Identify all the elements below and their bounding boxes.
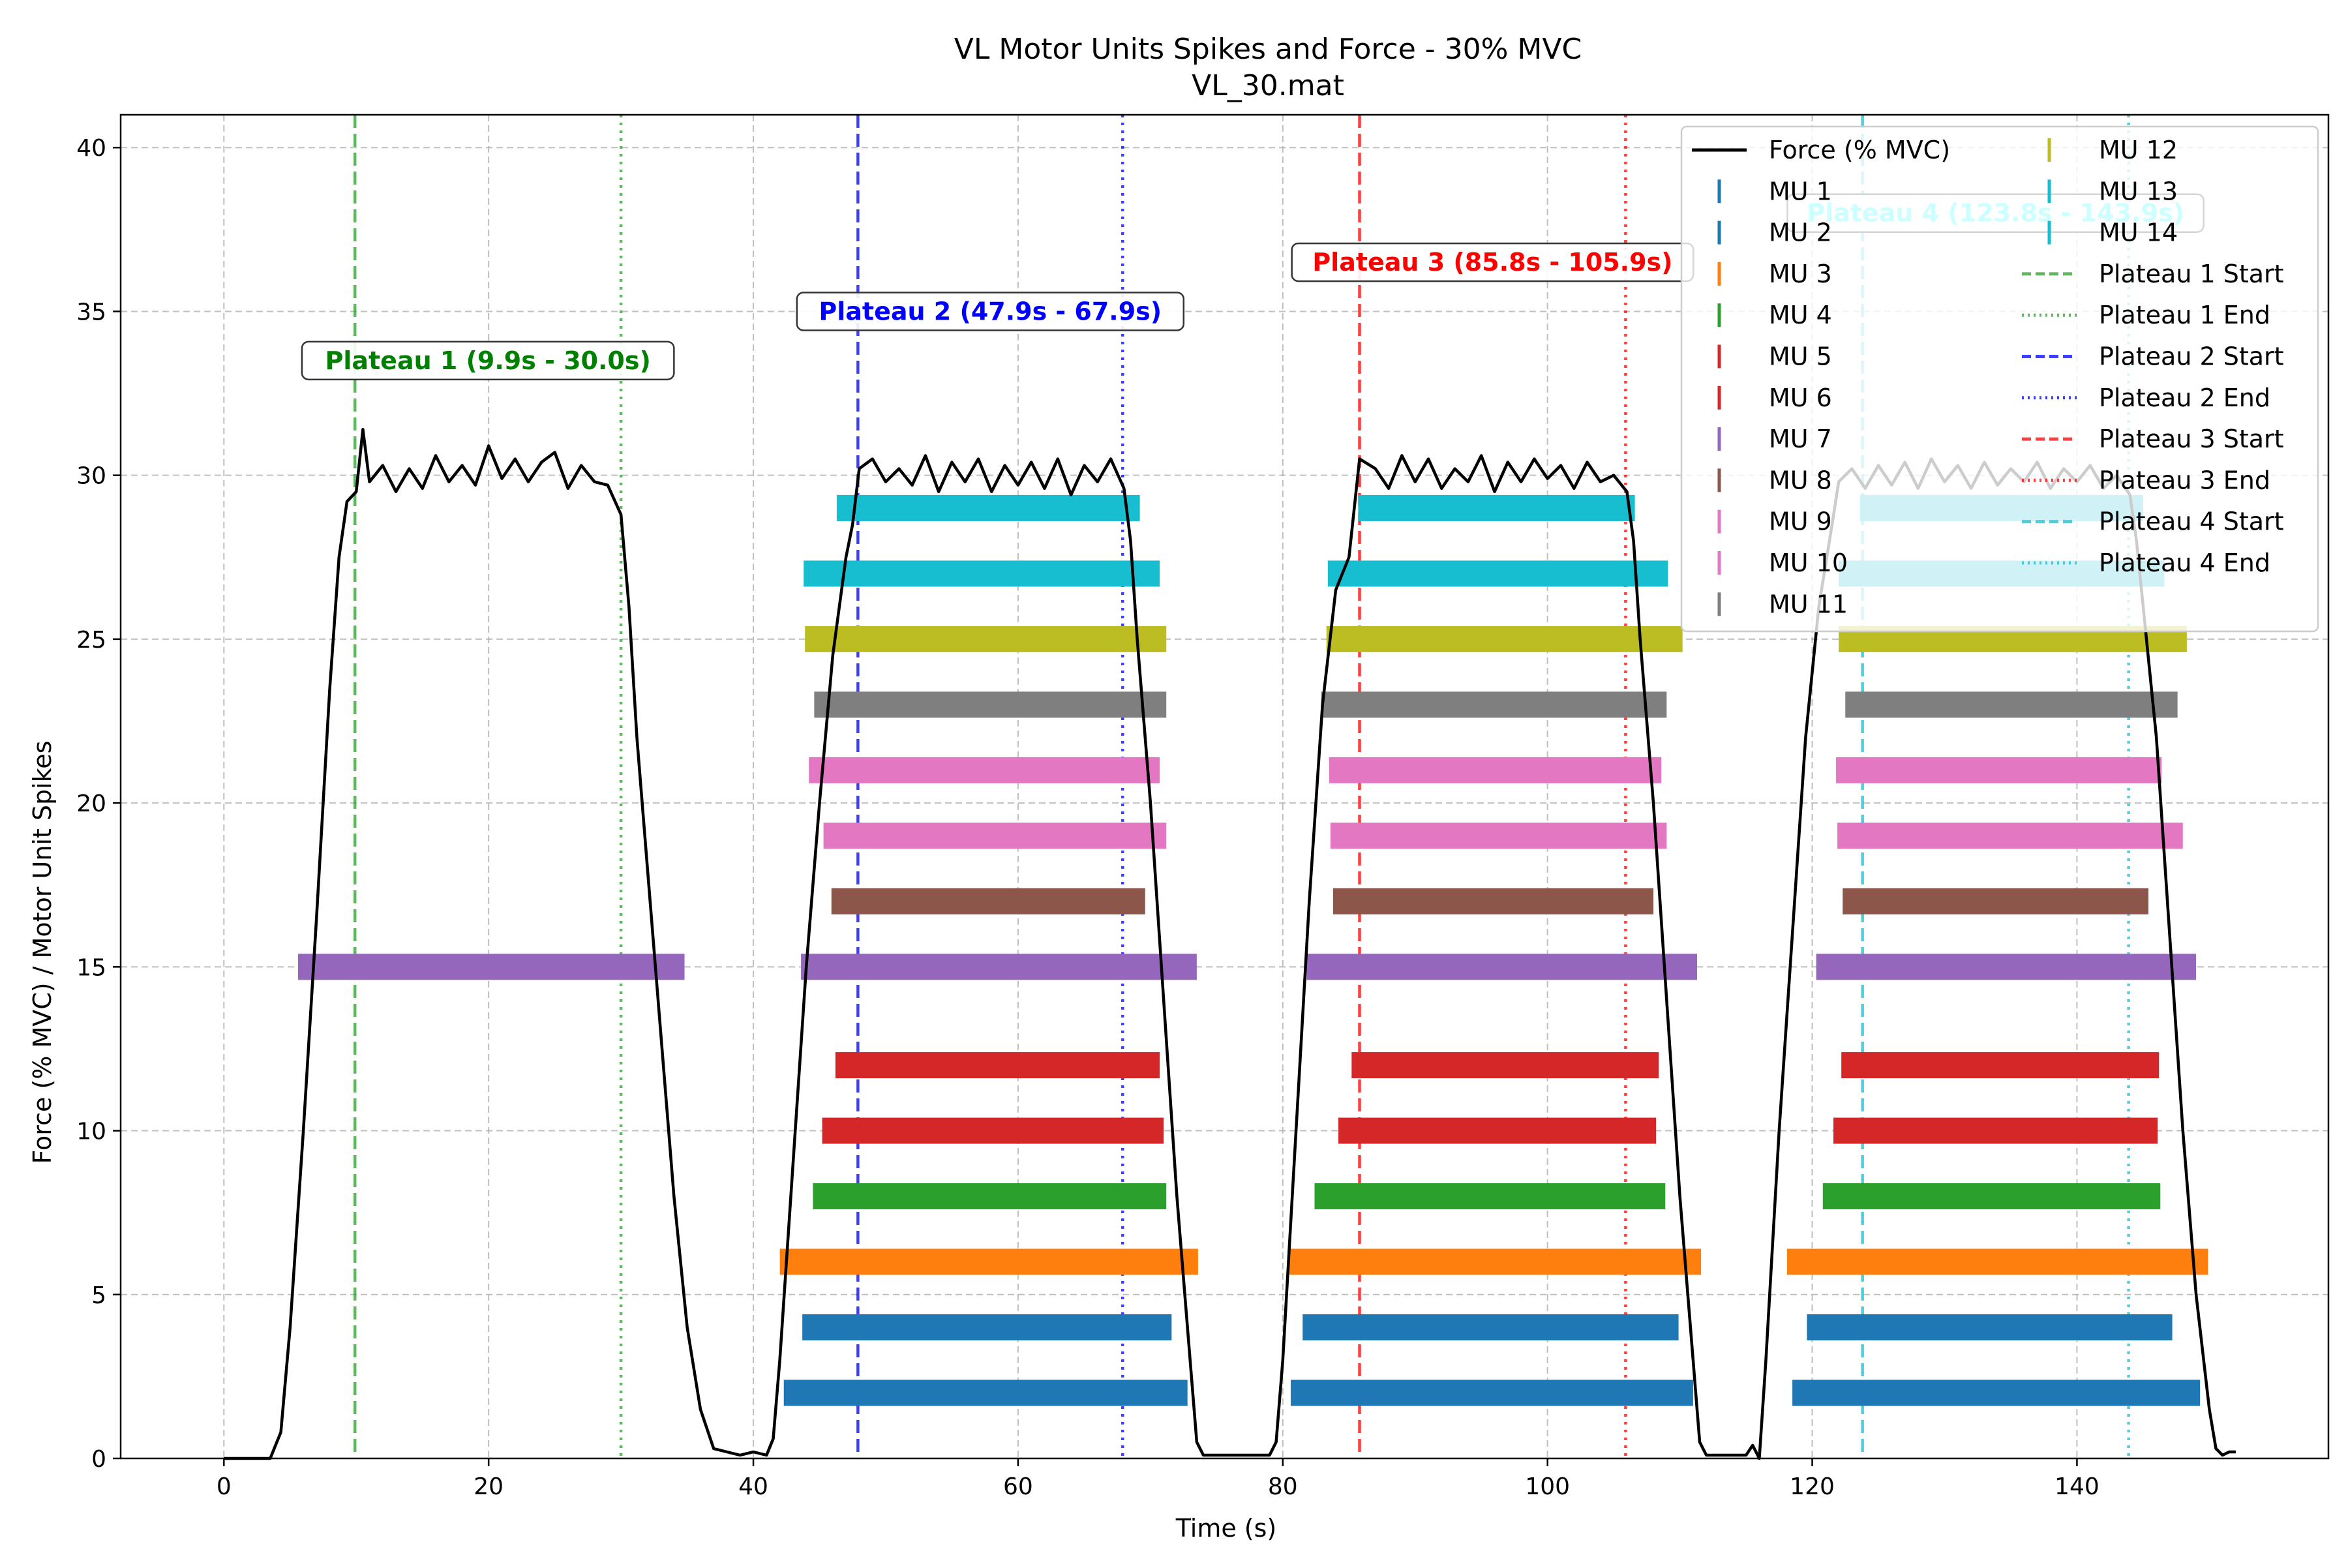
motor-unit-spike-train <box>1786 1248 2208 1275</box>
x-tick-label: 60 <box>1003 1473 1033 1500</box>
legend-label: MU 7 <box>1769 425 1832 453</box>
motor-unit-spike-train <box>1837 822 2183 849</box>
legend-label: Plateau 3 End <box>2099 466 2270 494</box>
legend-label: Force (% MVC) <box>1769 136 1950 164</box>
legend-label: MU 11 <box>1769 590 1848 618</box>
legend-label: Plateau 4 Start <box>2099 507 2284 536</box>
legend-label: MU 12 <box>2099 136 2178 164</box>
legend-label: Plateau 1 Start <box>2099 260 2284 288</box>
motor-unit-spike-train <box>831 888 1145 914</box>
motor-unit-spike-train <box>1321 691 1667 718</box>
legend-label: MU 14 <box>2099 219 2178 247</box>
motor-unit-spike-train <box>1845 691 2178 718</box>
y-tick-label: 5 <box>91 1282 106 1309</box>
plateau-label: Plateau 2 (47.9s - 67.9s) <box>819 297 1162 325</box>
plateau-label: Plateau 1 (9.9s - 30.0s) <box>325 346 650 375</box>
legend-box <box>1680 125 2319 633</box>
x-tick-label: 40 <box>738 1473 768 1500</box>
legend: Force (% MVC) MU 1 MU 2 MU 3 MU 4 MU 5 MU 6 MU … <box>1680 125 2319 633</box>
motor-unit-spike-train <box>801 954 1197 980</box>
y-tick-label: 20 <box>76 791 106 817</box>
legend-label: MU 3 <box>1769 260 1832 288</box>
plateau-label: Plateau 3 (85.8s - 105.9s) <box>1312 248 1672 277</box>
motor-unit-spike-train <box>1329 757 1662 783</box>
motor-unit-spike-train <box>779 1248 1198 1275</box>
motor-unit-spike-train <box>1843 888 2149 914</box>
y-tick-label: 10 <box>76 1119 106 1145</box>
axes: 0 20 40 60 80 100 120 140 0 5 10 15 20 25 30 35 40 <box>76 113 2330 1500</box>
motor-unit-spike-train <box>1330 822 1667 849</box>
motor-unit-spike-train <box>802 1314 1172 1341</box>
y-tick-label: 15 <box>76 954 106 981</box>
motor-unit-spike-train <box>1816 954 2197 980</box>
motor-unit-spike-train <box>813 1183 1167 1210</box>
legend-label: MU 6 <box>1769 384 1832 412</box>
y-tick-label: 40 <box>76 135 106 162</box>
motor-unit-spike-train <box>1836 757 2162 783</box>
chart-title: VL Motor Units Spikes and Force - 30% MV… <box>954 33 1582 66</box>
x-tick-label: 140 <box>2054 1473 2100 1500</box>
motor-unit-spike-train <box>1807 1314 2173 1341</box>
y-tick-label: 0 <box>91 1446 106 1473</box>
y-tick-label: 30 <box>76 463 106 490</box>
chart-subtitle: VL_30.mat <box>1192 69 1344 102</box>
legend-label: Plateau 2 Start <box>2099 342 2284 371</box>
motor-unit-spike-train <box>1841 1052 2160 1079</box>
motor-unit-spike-train <box>1327 560 1668 587</box>
x-tick-label: 20 <box>474 1473 504 1500</box>
x-tick-label: 0 <box>217 1473 232 1500</box>
motor-unit-spike-train <box>783 1380 1188 1406</box>
motor-unit-spike-train <box>835 1052 1160 1079</box>
motor-unit-spike-train <box>1833 1117 2158 1144</box>
motor-unit-spike-train <box>1289 1248 1702 1275</box>
legend-label: MU 13 <box>2099 177 2178 205</box>
legend-label: MU 5 <box>1769 342 1832 371</box>
plateau-label-box <box>796 292 1185 331</box>
x-axis-label: Time (s) <box>1175 1514 1277 1543</box>
motor-unit-spike-train <box>297 954 685 980</box>
motor-unit-spike-train <box>1792 1380 2201 1406</box>
plateau-label-box <box>301 340 675 381</box>
motor-unit-spike-train <box>823 822 1167 849</box>
legend-label: MU 1 <box>1769 177 1832 205</box>
motor-unit-spike-train <box>814 691 1167 718</box>
motor-unit-spike-train <box>1302 1314 1679 1341</box>
plateau-lines <box>353 115 2130 1458</box>
motor-unit-spike-train <box>1338 1117 1657 1144</box>
legend-label: MU 4 <box>1769 301 1832 329</box>
motor-unit-spike-train <box>1358 494 1635 521</box>
legend-label: MU 8 <box>1769 466 1832 494</box>
motor-unit-spike-train <box>1290 1380 1693 1406</box>
legend-label: Plateau 3 Start <box>2099 425 2284 453</box>
y-axis-label: Force (% MVC) / Motor Unit Spikes <box>28 741 57 1164</box>
legend-label: MU 9 <box>1769 507 1832 536</box>
legend-label: MU 10 <box>1769 549 1848 577</box>
motor-unit-spike-train <box>836 494 1140 521</box>
x-tick-label: 120 <box>1790 1473 1835 1500</box>
legend-label: Plateau 1 End <box>2099 301 2270 329</box>
x-tick-label: 100 <box>1525 1473 1570 1500</box>
motor-unit-spike-train <box>1306 954 1697 980</box>
y-tick-label: 35 <box>76 299 106 325</box>
motor-unit-spike-train <box>1326 626 1683 652</box>
legend-label: Plateau 4 End <box>2099 549 2270 577</box>
motor-unit-spike-train <box>1332 888 1654 914</box>
legend-label: MU 2 <box>1769 219 1832 247</box>
legend-label: Plateau 2 End <box>2099 384 2270 412</box>
motor-unit-spike-train <box>822 1117 1164 1144</box>
motor-unit-spike-train <box>809 757 1160 783</box>
motor-unit-spike-train <box>805 626 1167 652</box>
motor-unit-spike-train <box>1351 1052 1659 1079</box>
motor-unit-spike-train <box>1314 1183 1666 1210</box>
x-tick-label: 80 <box>1268 1473 1298 1500</box>
plot-frame <box>119 113 2330 1460</box>
y-tick-label: 25 <box>76 627 106 654</box>
motor-unit-spike-train <box>1822 1183 2161 1210</box>
motor-unit-spike-train <box>804 560 1160 587</box>
